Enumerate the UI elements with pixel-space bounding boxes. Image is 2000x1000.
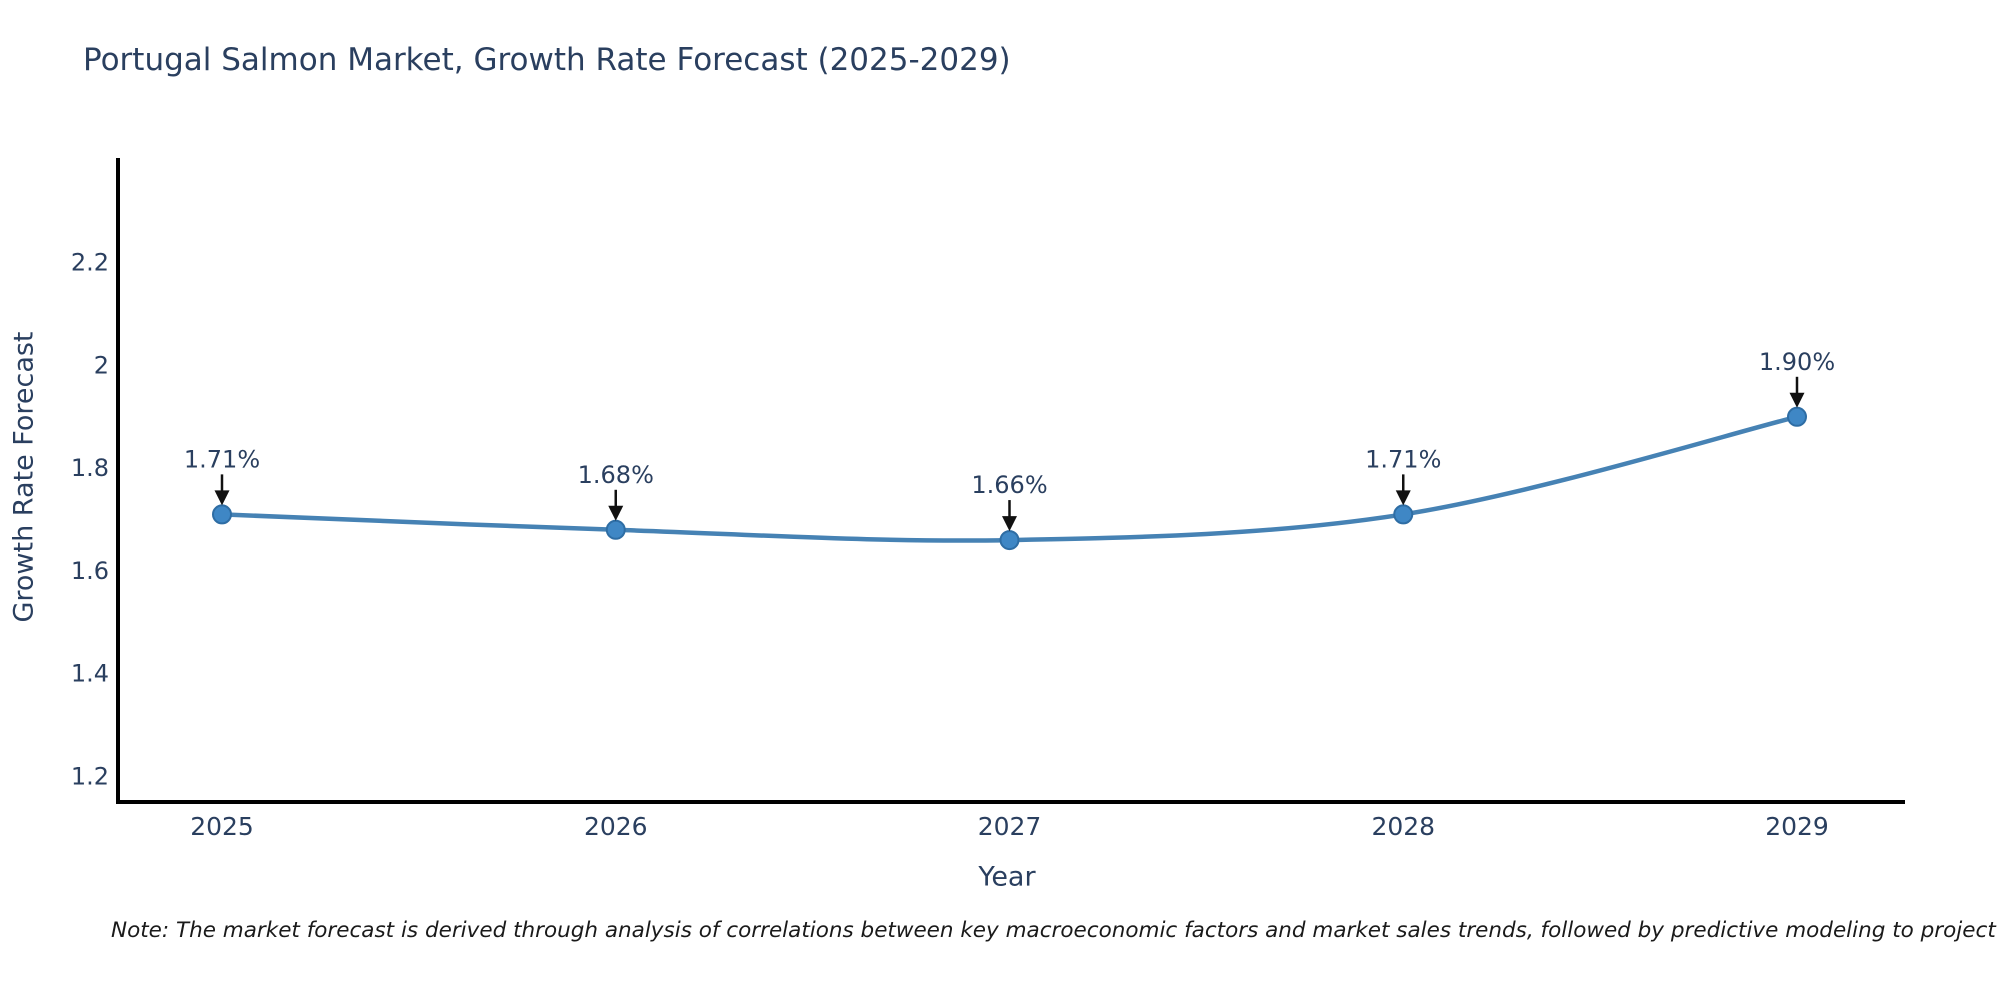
annotation-label: 1.90%: [1759, 348, 1835, 376]
y-tick-label: 1.6: [71, 557, 109, 585]
annotation-arrowhead: [1789, 392, 1805, 408]
annotation-label: 1.66%: [971, 471, 1047, 499]
x-tick-label: 2026: [584, 812, 648, 841]
x-tick-label: 2029: [1765, 812, 1829, 841]
footnote: Note: The market forecast is derived thr…: [111, 918, 2000, 943]
annotation-arrowhead: [1002, 516, 1017, 532]
annotation-arrowhead: [1395, 490, 1411, 506]
x-tick-label: 2025: [190, 812, 254, 841]
data-point-marker: [1393, 504, 1414, 525]
x-axis-title: Year: [978, 861, 1036, 893]
x-tick-label: 2028: [1371, 812, 1435, 841]
data-point-marker: [1787, 406, 1807, 427]
y-tick-label: 1.2: [71, 762, 109, 790]
y-tick-label: 2: [94, 351, 109, 379]
x-tick-label: 2027: [978, 812, 1042, 841]
annotation-label: 1.71%: [184, 445, 260, 473]
annotation-label: 1.68%: [578, 461, 654, 489]
annotation-arrowhead: [608, 505, 624, 521]
chart-title: Portugal Salmon Market, Growth Rate Fore…: [83, 42, 1011, 78]
y-tick-label: 2.2: [71, 249, 109, 277]
y-tick-label: 1.4: [71, 660, 109, 688]
data-point-marker: [605, 519, 626, 540]
y-tick-label: 1.8: [71, 454, 109, 482]
annotation-label: 1.71%: [1365, 445, 1441, 473]
data-point-marker: [212, 504, 232, 525]
annotation-arrowhead: [214, 490, 230, 506]
data-point-marker: [999, 530, 1020, 551]
